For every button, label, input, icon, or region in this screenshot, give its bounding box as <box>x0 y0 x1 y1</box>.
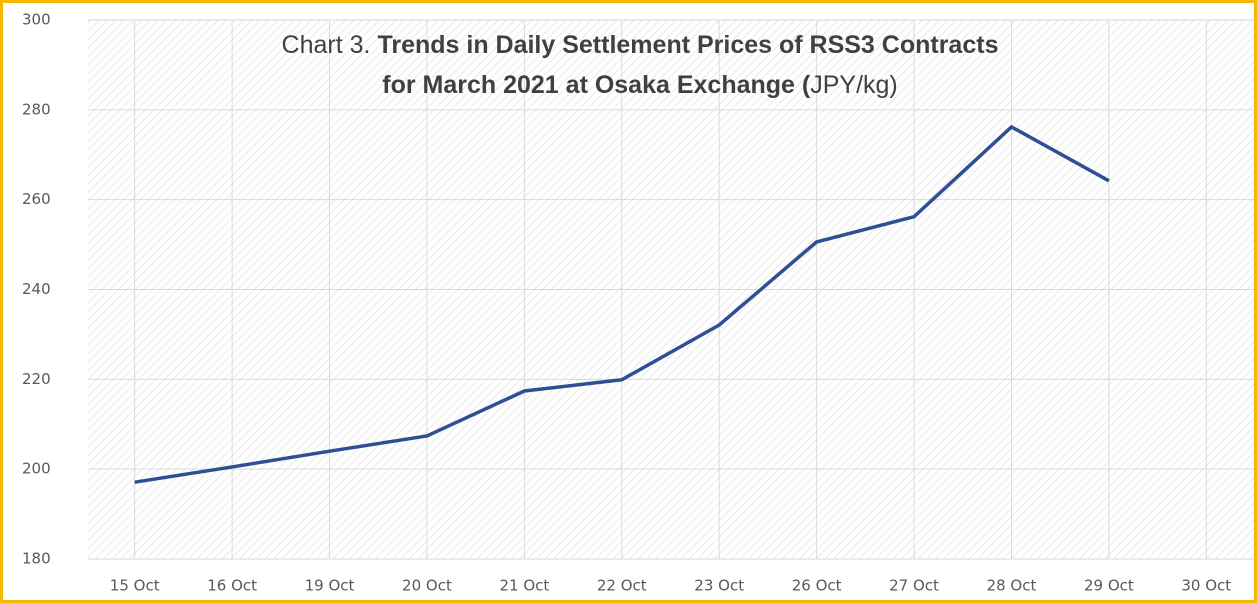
x-tick-label: 16 Oct <box>207 577 257 595</box>
title-segment: JPY/kg) <box>810 71 898 99</box>
x-tick-label: 29 Oct <box>1084 577 1134 595</box>
chart-title: for March 2021 at Osaka Exchange (JPY/kg… <box>382 71 898 99</box>
series-line <box>134 125 1110 484</box>
x-tick-label: 20 Oct <box>402 577 452 595</box>
x-tick-label: 15 Oct <box>110 577 160 595</box>
x-tick-label: 21 Oct <box>499 577 549 595</box>
chart-title: Chart 3. Trends in Daily Settlement Price… <box>282 31 999 59</box>
x-tick-label: 22 Oct <box>597 577 647 595</box>
x-tick-label: 19 Oct <box>305 577 355 595</box>
x-tick-label: 27 Oct <box>889 577 939 595</box>
y-tick-label: 260 <box>22 190 51 208</box>
title-segment: for March 2021 at Osaka Exchange ( <box>382 71 811 99</box>
y-tick-label: 220 <box>22 370 51 388</box>
y-tick-label: 280 <box>22 100 51 118</box>
grid <box>88 19 1257 560</box>
x-tick-label: 30 Oct <box>1181 577 1231 595</box>
title-segment: Trends in Daily Settlement Prices of RSS… <box>377 31 998 59</box>
y-tick-label: 200 <box>22 460 51 478</box>
y-tick-label: 300 <box>22 11 51 29</box>
x-tick-label: 23 Oct <box>694 577 744 595</box>
y-tick-label: 180 <box>22 550 51 568</box>
title-segment: Chart 3. <box>282 31 371 59</box>
x-tick-label: 28 Oct <box>987 577 1037 595</box>
y-tick-label: 240 <box>22 280 51 298</box>
title: Chart 3. Trends in Daily Settlement Price… <box>282 31 999 99</box>
x-tick-label: 26 Oct <box>792 577 842 595</box>
